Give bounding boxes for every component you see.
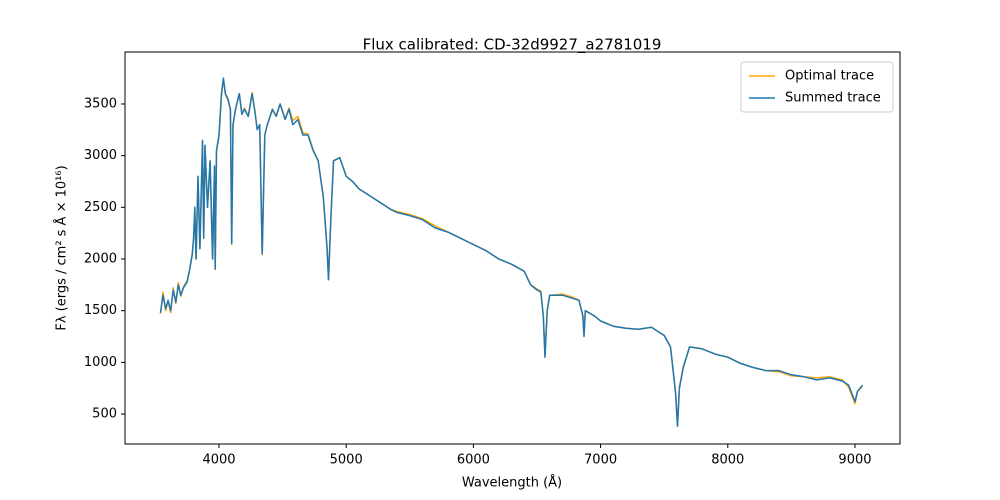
y-tick-label: 500 [92,407,117,422]
x-tick-label: 9000 [838,453,871,468]
x-tick-label: 4000 [202,453,235,468]
x-tick-label: 6000 [457,453,490,468]
chart-title: Flux calibrated: CD-32d9927_a2781019 [363,36,662,55]
y-axis-label: Fλ (ergs / cm² s Å × 10¹⁶) [54,165,70,330]
legend-label: Summed trace [785,91,881,106]
plot-frame [124,51,901,445]
y-tick-label: 2000 [84,252,117,267]
y-tick-label: 1500 [84,303,117,318]
legend-label: Optimal trace [785,69,874,84]
y-tick-label: 1000 [84,355,117,370]
y-tick-label: 2500 [84,200,117,215]
x-tick-label: 8000 [711,453,744,468]
x-axis-label: Wavelength (Å) [462,475,562,491]
legend-box [740,61,894,113]
line-series [159,77,864,428]
y-tick-label: 3000 [84,148,117,163]
y-tick-label: 3500 [84,96,117,111]
x-tick-label: 7000 [584,453,617,468]
x-tick-label: 5000 [330,453,363,468]
